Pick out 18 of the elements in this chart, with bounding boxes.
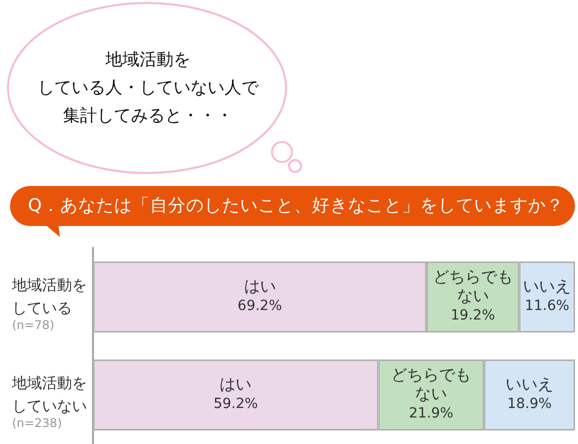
text: いいえ bbox=[505, 374, 554, 394]
data-label: 19.2% bbox=[450, 308, 496, 324]
y-tick-label: 地域活動をしていない (n=238) bbox=[11, 374, 87, 430]
series-label: どちらでもない bbox=[432, 267, 513, 306]
data-label: 21.9% bbox=[408, 406, 454, 422]
series-label: いいえ bbox=[523, 276, 572, 296]
text: している人・していない人で bbox=[36, 77, 260, 100]
chart-title: Q．あなたは「自分のしたいこと、好きなこと」をしていますか？ bbox=[28, 195, 564, 218]
text: 地域活動を bbox=[104, 49, 192, 72]
text: はい bbox=[220, 374, 252, 394]
data-label: 11.6% bbox=[524, 298, 570, 314]
series-label: はい bbox=[244, 276, 276, 296]
text: どちらでもない bbox=[391, 365, 472, 404]
text: 集計してみると・・・ bbox=[62, 105, 234, 128]
y-tick-label: 地域活動をしている (n=78) bbox=[11, 276, 87, 332]
data-label: 69.2% bbox=[238, 298, 282, 314]
data-label: 18.9% bbox=[507, 396, 552, 412]
data-label: 59.2% bbox=[213, 396, 258, 412]
